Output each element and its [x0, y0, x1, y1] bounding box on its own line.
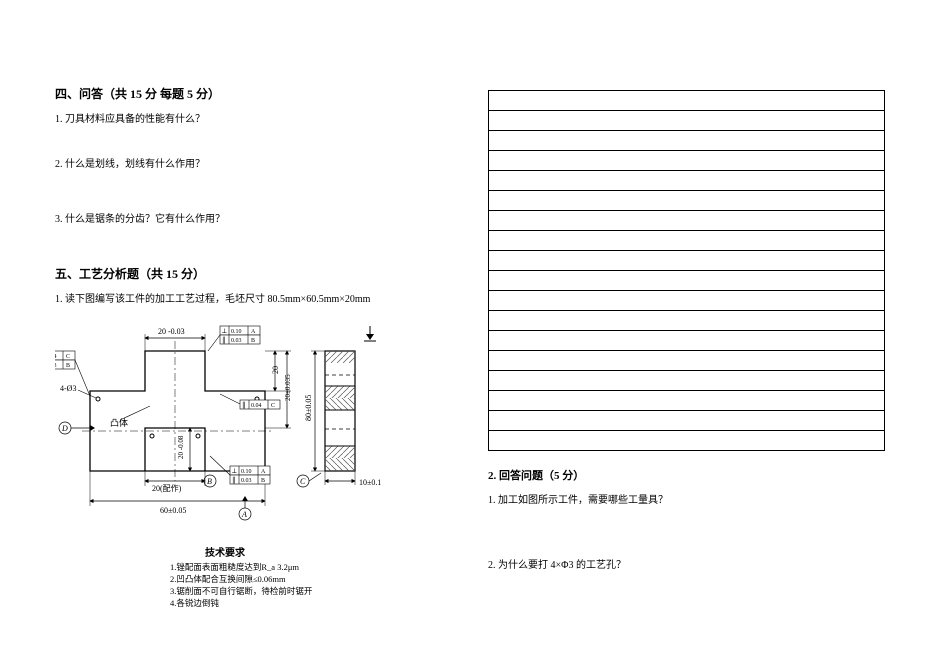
answer-row: [489, 151, 885, 171]
section4-q1: 1. 刀具材料应具备的性能有什么？: [55, 110, 470, 125]
answer-row: [489, 391, 885, 411]
answer-row: [489, 311, 885, 331]
svg-text:A: A: [241, 510, 247, 519]
svg-text:⟂: ⟂: [232, 467, 237, 475]
answer-row: [489, 351, 885, 371]
answer-row: [489, 371, 885, 391]
section5-q1: 1. 读下图编写该工件的加工工艺过程，毛坯尺寸 80.5mm×60.5mm×20…: [55, 290, 470, 305]
svg-text:20±0.035: 20±0.035: [284, 374, 292, 401]
label-holes: 4-Ø3: [60, 384, 76, 393]
dim-10: 10±0.1: [359, 478, 381, 487]
svg-text:0.03: 0.03: [231, 338, 242, 344]
tech-1: 1.锉配面表面粗糙度达到R_a 3.2μm: [170, 562, 299, 572]
section4-q3: 3. 什么是锯条的分齿？它有什么作用？: [55, 210, 470, 225]
answer-row: [489, 91, 885, 111]
section5-heading: 五、工艺分析题（共 15 分）: [55, 265, 470, 282]
svg-text:B: B: [261, 478, 265, 484]
tech-title: 技术要求: [205, 546, 246, 559]
answer-row: [489, 191, 885, 211]
svg-text:C: C: [300, 477, 306, 486]
dim-20-top: 20 -0.03: [158, 327, 185, 336]
side-view: 80±0.05 10±0.1 C: [297, 326, 381, 487]
svg-text:⟂: ⟂: [222, 327, 227, 335]
answer-row: [489, 291, 885, 311]
tech-requirements: 技术要求 1.锉配面表面粗糙度达到R_a 3.2μm 2.凹凸体配合互换间隙≤0…: [170, 546, 313, 608]
section5b-heading: 2. 回答问题（5 分）: [488, 467, 885, 483]
svg-text:0.03: 0.03: [241, 478, 252, 484]
answer-row: [489, 111, 885, 131]
svg-text:B: B: [251, 338, 255, 344]
section5b-q2: 2. 为什么要打 4×Φ3 的工艺孔？: [488, 556, 885, 571]
label-male: 凸体: [110, 417, 128, 428]
svg-text:A: A: [251, 329, 256, 335]
svg-text:C: C: [66, 354, 70, 360]
answer-row: [489, 431, 885, 451]
svg-text:0.10: 0.10: [231, 329, 242, 335]
tech-2: 2.凹凸体配合互换间隙≤0.06mm: [170, 574, 286, 584]
svg-text:C: C: [271, 403, 275, 409]
svg-text:0.04: 0.04: [251, 403, 262, 409]
svg-text:∥: ∥: [242, 401, 246, 409]
section4-heading: 四、问答（共 15 分 每题 5 分）: [55, 85, 470, 102]
answer-table: [488, 90, 885, 451]
svg-text:B: B: [207, 477, 212, 486]
svg-text:∥: ∥: [232, 476, 236, 484]
svg-text:∥: ∥: [222, 336, 226, 344]
section4-q2: 2. 什么是划线，划线有什么作用？: [55, 155, 470, 170]
answer-row: [489, 271, 885, 291]
svg-text:0.04: 0.04: [55, 354, 57, 360]
tech-4: 4.各锐边倒钝: [170, 598, 219, 608]
svg-text:0.10: 0.10: [241, 469, 252, 475]
answer-row: [489, 211, 885, 231]
answer-row: [489, 251, 885, 271]
answer-row: [489, 331, 885, 351]
answer-row: [489, 231, 885, 251]
svg-text:20 -0.08: 20 -0.08: [177, 435, 185, 459]
svg-text:0.03: 0.03: [55, 363, 57, 369]
engineering-diagram: 凸体 20 -0.03 ⟂ 0.10 A: [55, 311, 415, 611]
dim-80: 80±0.05: [304, 395, 313, 421]
dim-20-fit: 20(配作): [152, 483, 182, 493]
answer-row: [489, 131, 885, 151]
svg-text:D: D: [61, 424, 68, 433]
answer-row: [489, 411, 885, 431]
tech-3: 3.锯削面不可自行锯断，待检前时锯开: [170, 586, 313, 596]
svg-text:B: B: [66, 363, 70, 369]
svg-text:A: A: [261, 469, 266, 475]
section5b-q1: 1. 加工如图所示工件，需要哪些工量具？: [488, 491, 885, 506]
dim-60: 60±0.05: [160, 506, 186, 515]
svg-text:20: 20: [271, 366, 280, 374]
answer-row: [489, 171, 885, 191]
main-view: 凸体 20 -0.03 ⟂ 0.10 A: [55, 326, 292, 520]
